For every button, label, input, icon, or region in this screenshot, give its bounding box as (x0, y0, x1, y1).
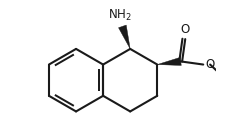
Polygon shape (118, 25, 130, 49)
Polygon shape (157, 57, 181, 65)
Text: O: O (180, 23, 190, 36)
Text: O: O (205, 58, 214, 71)
Text: NH$_2$: NH$_2$ (108, 8, 132, 23)
